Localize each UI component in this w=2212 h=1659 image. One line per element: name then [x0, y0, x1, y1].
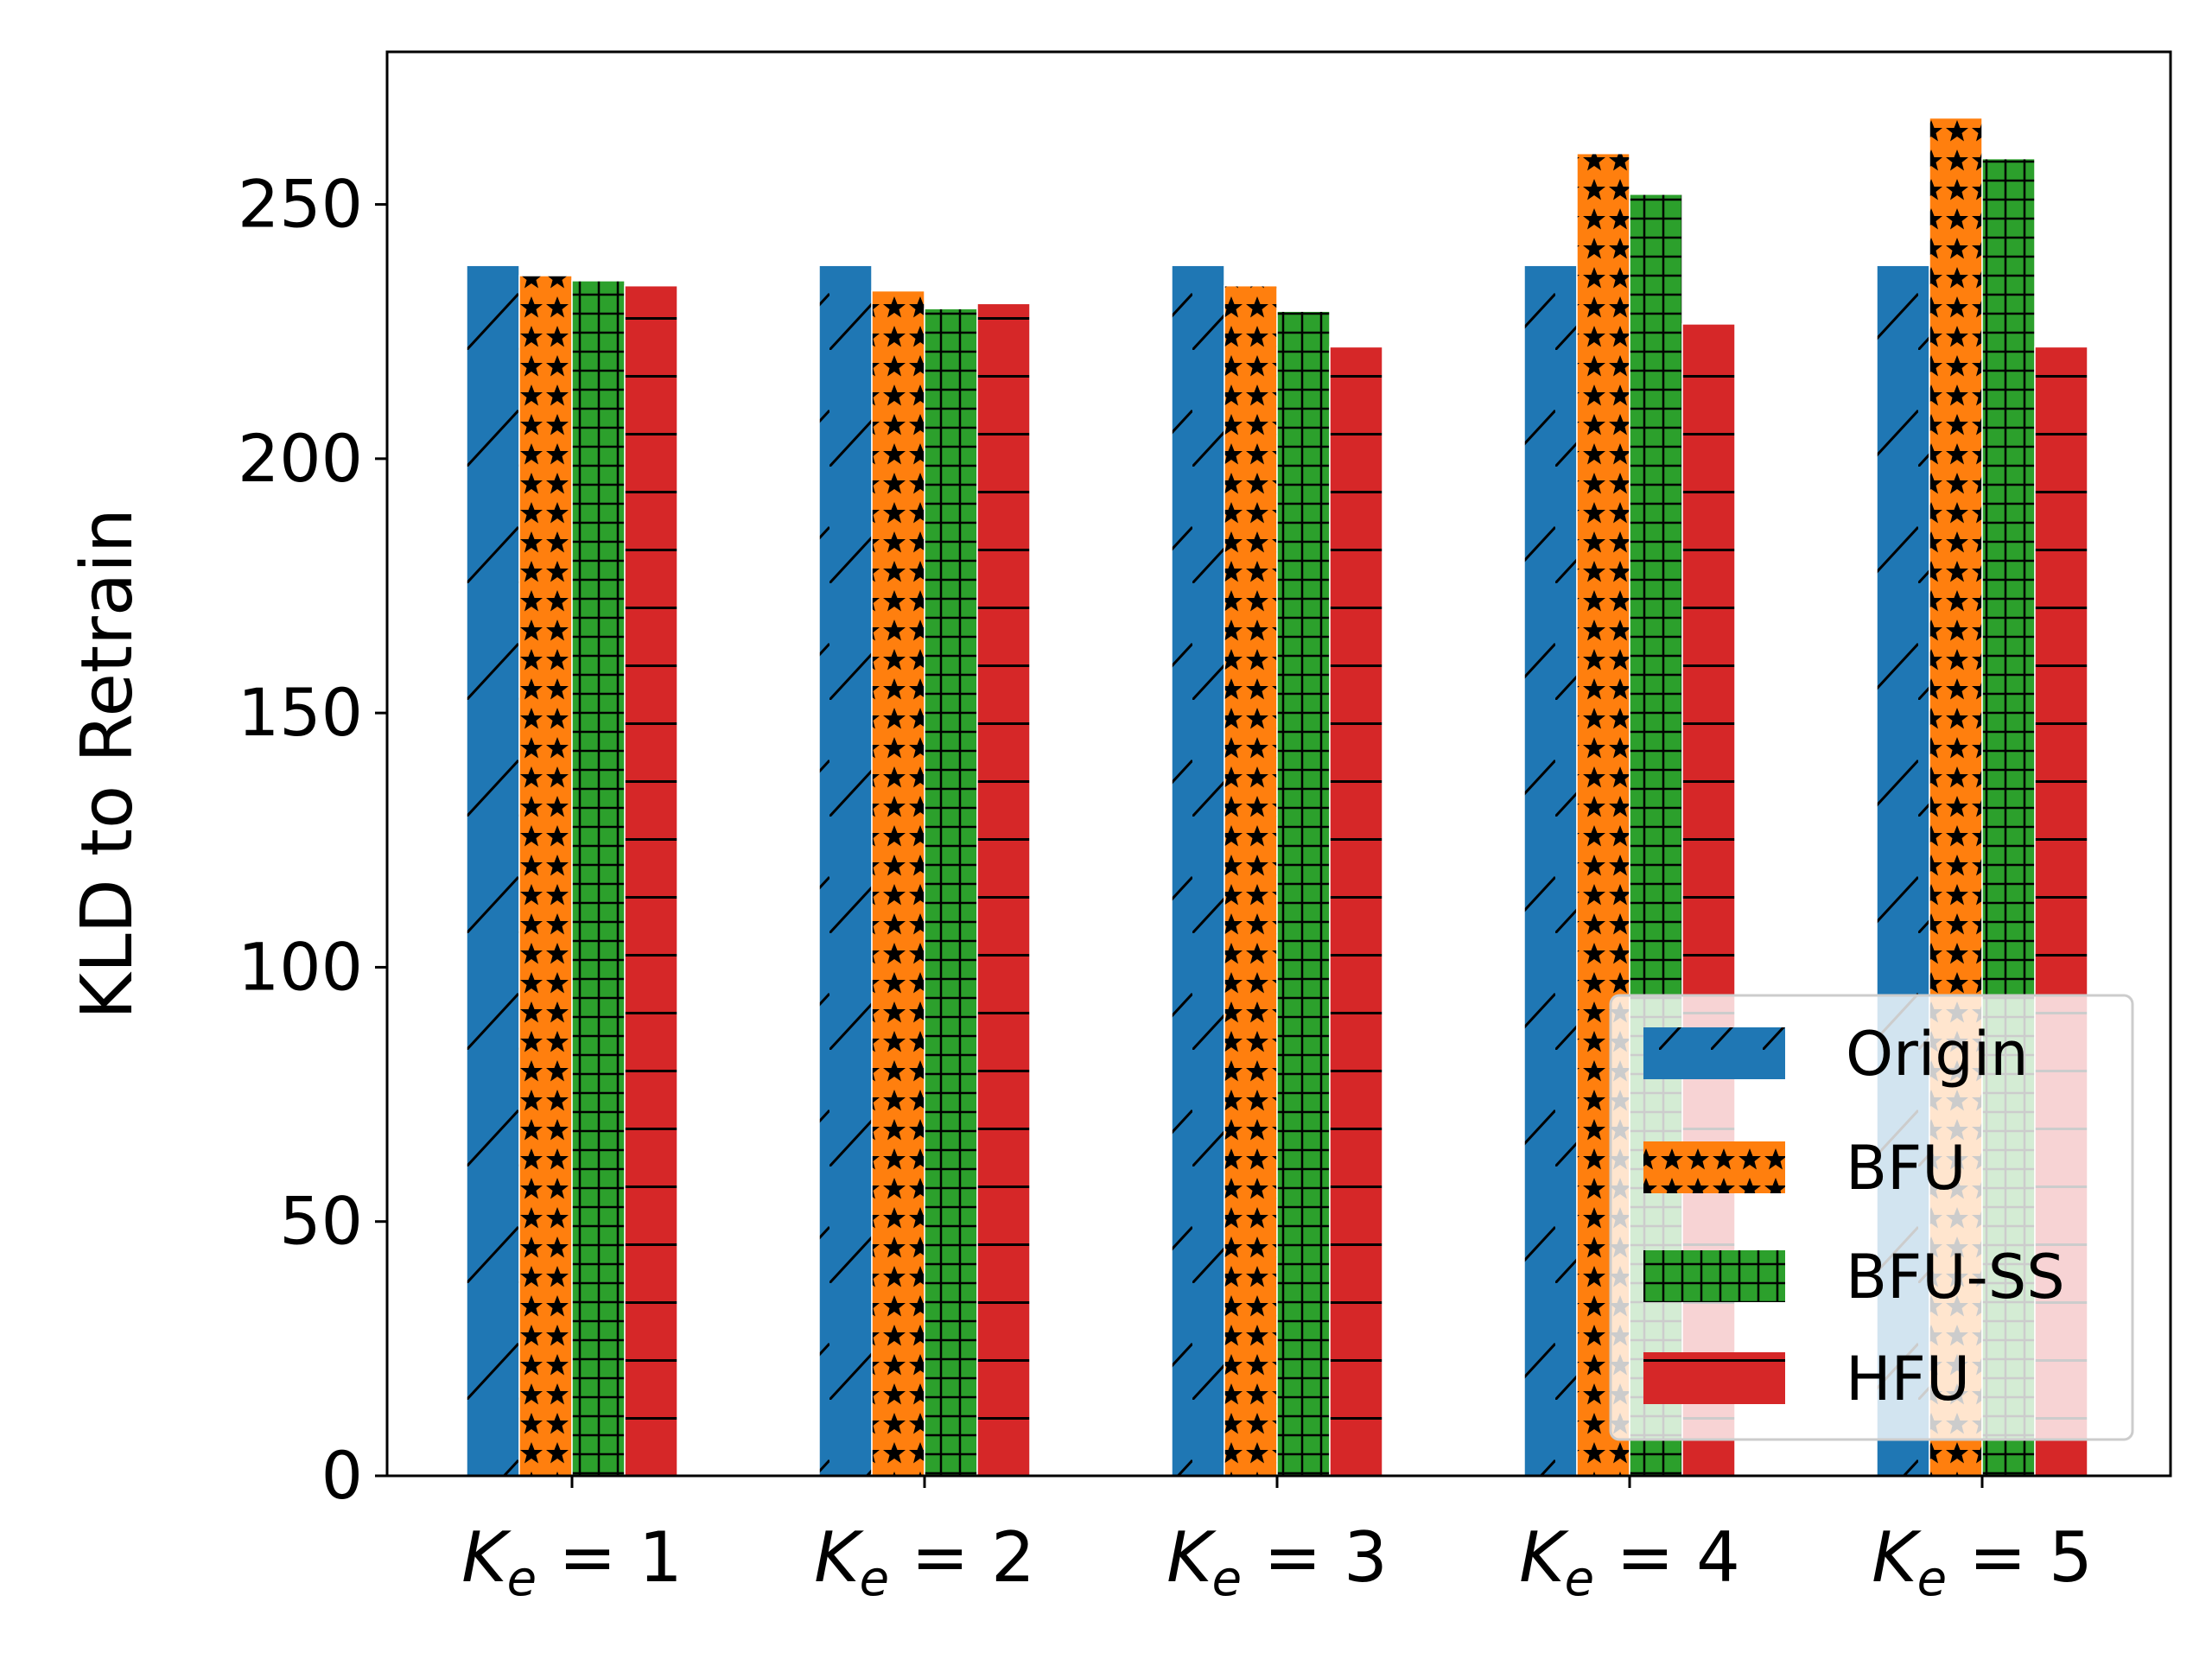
bar-hfu-2 — [976, 302, 1031, 1477]
legend: Origin BFU BFU-SS HFU — [1609, 994, 2134, 1441]
legend-swatch-origin — [1643, 1027, 1785, 1079]
legend-box — [1609, 994, 2134, 1441]
bars-layer — [466, 117, 2088, 1477]
bar-bfu-3 — [1224, 284, 1278, 1477]
bar-origin-1 — [466, 264, 520, 1477]
y-axis-label: KLD to Retrain — [67, 508, 149, 1020]
plot-frame — [385, 50, 2172, 1478]
y-tick-label: 200 — [238, 420, 363, 497]
bar-bfu-1 — [518, 275, 573, 1477]
legend-label-bfu-ss: BFU-SS — [1846, 1242, 2065, 1313]
y-tick-label: 0 — [321, 1437, 363, 1514]
bar-hfu-1 — [624, 284, 678, 1477]
x-tick-label: Ke = 3 — [1166, 1517, 1388, 1607]
bar-bfu-ss-1 — [571, 280, 626, 1477]
y-tick-label: 100 — [238, 928, 363, 1005]
legend-label-bfu: BFU — [1846, 1133, 1967, 1204]
x-tick-label: Ke = 1 — [461, 1517, 683, 1607]
bar-bfu-2 — [871, 289, 925, 1477]
bar-origin-4 — [1523, 264, 1578, 1477]
y-tick-label: 150 — [238, 674, 363, 751]
bar-bfu-ss-2 — [924, 308, 978, 1477]
legend-swatch-bfu-ss — [1643, 1250, 1785, 1302]
axes-layer: 0 50 100 150 200 250 Ke = 1 Ke = 2 Ke = 3 Ke = 4 K… — [67, 50, 2172, 1607]
x-tick-label: Ke = 5 — [1872, 1517, 2093, 1607]
bar-hfu-3 — [1329, 346, 1383, 1477]
legend-label-hfu: HFU — [1846, 1344, 1970, 1414]
bar-bfu-ss-3 — [1276, 310, 1331, 1477]
y-tick-label: 250 — [238, 166, 363, 243]
legend-swatch-bfu — [1643, 1141, 1785, 1193]
bar-origin-2 — [818, 264, 873, 1477]
legend-swatch-hfu — [1643, 1352, 1785, 1404]
x-tick-label: Ke = 2 — [814, 1517, 1035, 1607]
legend-label-origin: Origin — [1846, 1019, 2029, 1090]
bar-origin-3 — [1171, 264, 1225, 1477]
x-tick-label: Ke = 4 — [1519, 1517, 1740, 1607]
y-tick-label: 50 — [279, 1183, 363, 1260]
